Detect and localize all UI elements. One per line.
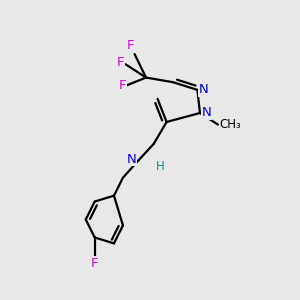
Text: F: F — [127, 39, 134, 52]
Text: F: F — [117, 56, 124, 69]
Text: H: H — [155, 160, 164, 173]
Text: CH₃: CH₃ — [220, 118, 241, 131]
Text: F: F — [91, 257, 98, 270]
Text: F: F — [118, 79, 126, 92]
Text: N: N — [127, 153, 136, 166]
Text: N: N — [202, 106, 212, 119]
Text: N: N — [199, 83, 209, 96]
